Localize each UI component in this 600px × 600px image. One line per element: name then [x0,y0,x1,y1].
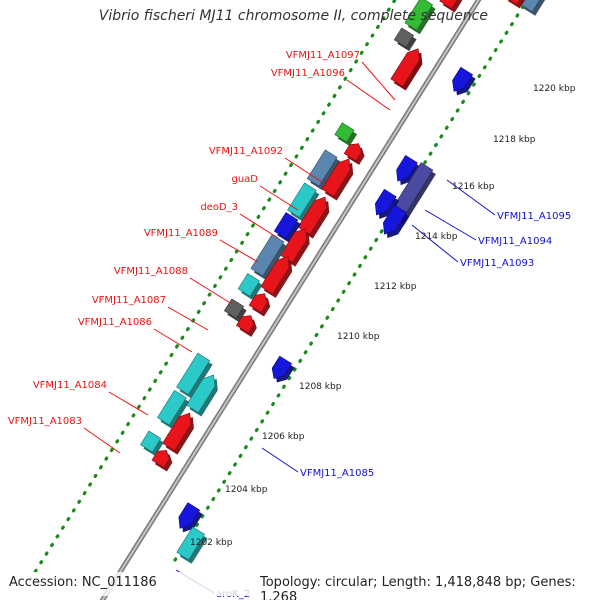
gene-blue-arok2 [178,502,201,529]
leader-line [424,209,477,241]
leader-line [83,427,121,454]
leader-line [219,239,259,263]
gene-label: VFMJ11_A1097 [286,50,360,61]
gene-cyan-arok [176,526,205,561]
gene-steel-top [519,0,540,13]
gene-cyan-a1084b [186,374,216,413]
gene-cyan-a1083 [157,389,187,426]
backbone-highlight [101,0,480,600]
gene-red-right-top [509,0,520,5]
gene-steel-a1087 [250,234,285,277]
gene-gray-a1096 [393,27,414,48]
gene-label: VFMJ11_A1086 [78,317,152,328]
gene-red-a1086 [248,293,268,313]
tick-label: 1212 kbp [374,282,417,292]
leader-line [261,447,299,473]
gene-label: VFMJ11_A1085 [300,468,374,479]
gene-blue-a1095 [396,154,418,182]
leader-line [189,277,233,305]
gene-cyan-a1083b [140,430,162,453]
leader-line [446,179,496,216]
gene-cyan-a1084 [176,352,211,395]
gene-green-guad [334,122,355,143]
leader-line [239,213,279,239]
gene-label: VFMJ11_A1092 [209,146,283,157]
tick-label: 1218 kbp [493,135,536,145]
backbone [99,0,482,600]
gene-green-a1097 [404,0,434,31]
gene-label: VFMJ11_A1094 [478,236,552,247]
gene-label: VFMJ11_A1093 [460,258,534,269]
tick-label: 1206 kbp [262,432,305,442]
leader-line [411,224,459,263]
gene-label: deoD_3 [200,202,238,213]
gene-red-a1096b [390,48,420,87]
gene-blue-right1 [452,66,474,92]
map-footer: Accession: NC_011186 Topology: circular;… [0,572,600,600]
tick-label: 1220 kbp [533,84,576,94]
tick-track-outer [173,0,530,562]
gene-red-guad [343,143,362,162]
gene-label: guaD [231,174,258,185]
gene-label: VFMJ11_A1087 [92,295,166,306]
gene-label: VFMJ11_A1096 [271,68,345,79]
gene-blue-a1088 [273,212,299,240]
gene-red-a1083b [151,449,170,468]
gene-red-top [439,0,458,9]
tick-label: 1216 kbp [452,182,495,192]
tick-track-inner [28,0,397,582]
tick-dot-track [28,0,530,582]
leader-line [108,391,149,416]
leader-line [153,328,193,353]
gene-red-deod [321,158,351,197]
leader-line [259,185,299,211]
gene-cyan-a1089 [287,182,317,218]
tick-label: 1204 kbp [225,485,268,495]
gene-red-a1087 [260,255,290,295]
tick-label: 1208 kbp [299,382,342,392]
leader-line [284,157,323,183]
gene-labels: VFMJ11_A1097 VFMJ11_A1096 VFMJ11_A1092 guaD… [8,50,571,600]
gene-blue-a1094 [374,188,397,216]
accession-text: Accession: NC_011186 [9,575,157,590]
gene-label: VFMJ11_A1088 [114,266,188,277]
gene-red-a1086b [236,315,255,334]
tick-labels: 1220 kbp 1218 kbp 1216 kbp 1214 kbp 1212 kbp… [190,84,576,548]
tick-label: 1202 kbp [190,538,233,548]
topology-text: Topology: circular; Length: 1,418,848 bp… [260,575,576,600]
gene-label: VFMJ11_A1084 [33,380,107,391]
map-title: Vibrio fischeri MJ11 chromosome II, comp… [98,8,488,24]
gene-red-a1083 [162,412,192,452]
tick-label: 1210 kbp [337,332,380,342]
gene-blue-a1085 [271,355,292,379]
leader-line [361,61,396,101]
gene-label: VFMJ11_A1089 [144,228,218,239]
tick-label: 1214 kbp [415,232,458,242]
gene-label: VFMJ11_A1083 [8,416,82,427]
gene-features [140,0,546,564]
gene-blue-a1093 [383,204,407,235]
leader-line [346,79,391,111]
gene-cyan-a1086 [237,273,260,297]
leader-line [167,306,209,331]
gene-label: VFMJ11_A1095 [497,211,571,222]
